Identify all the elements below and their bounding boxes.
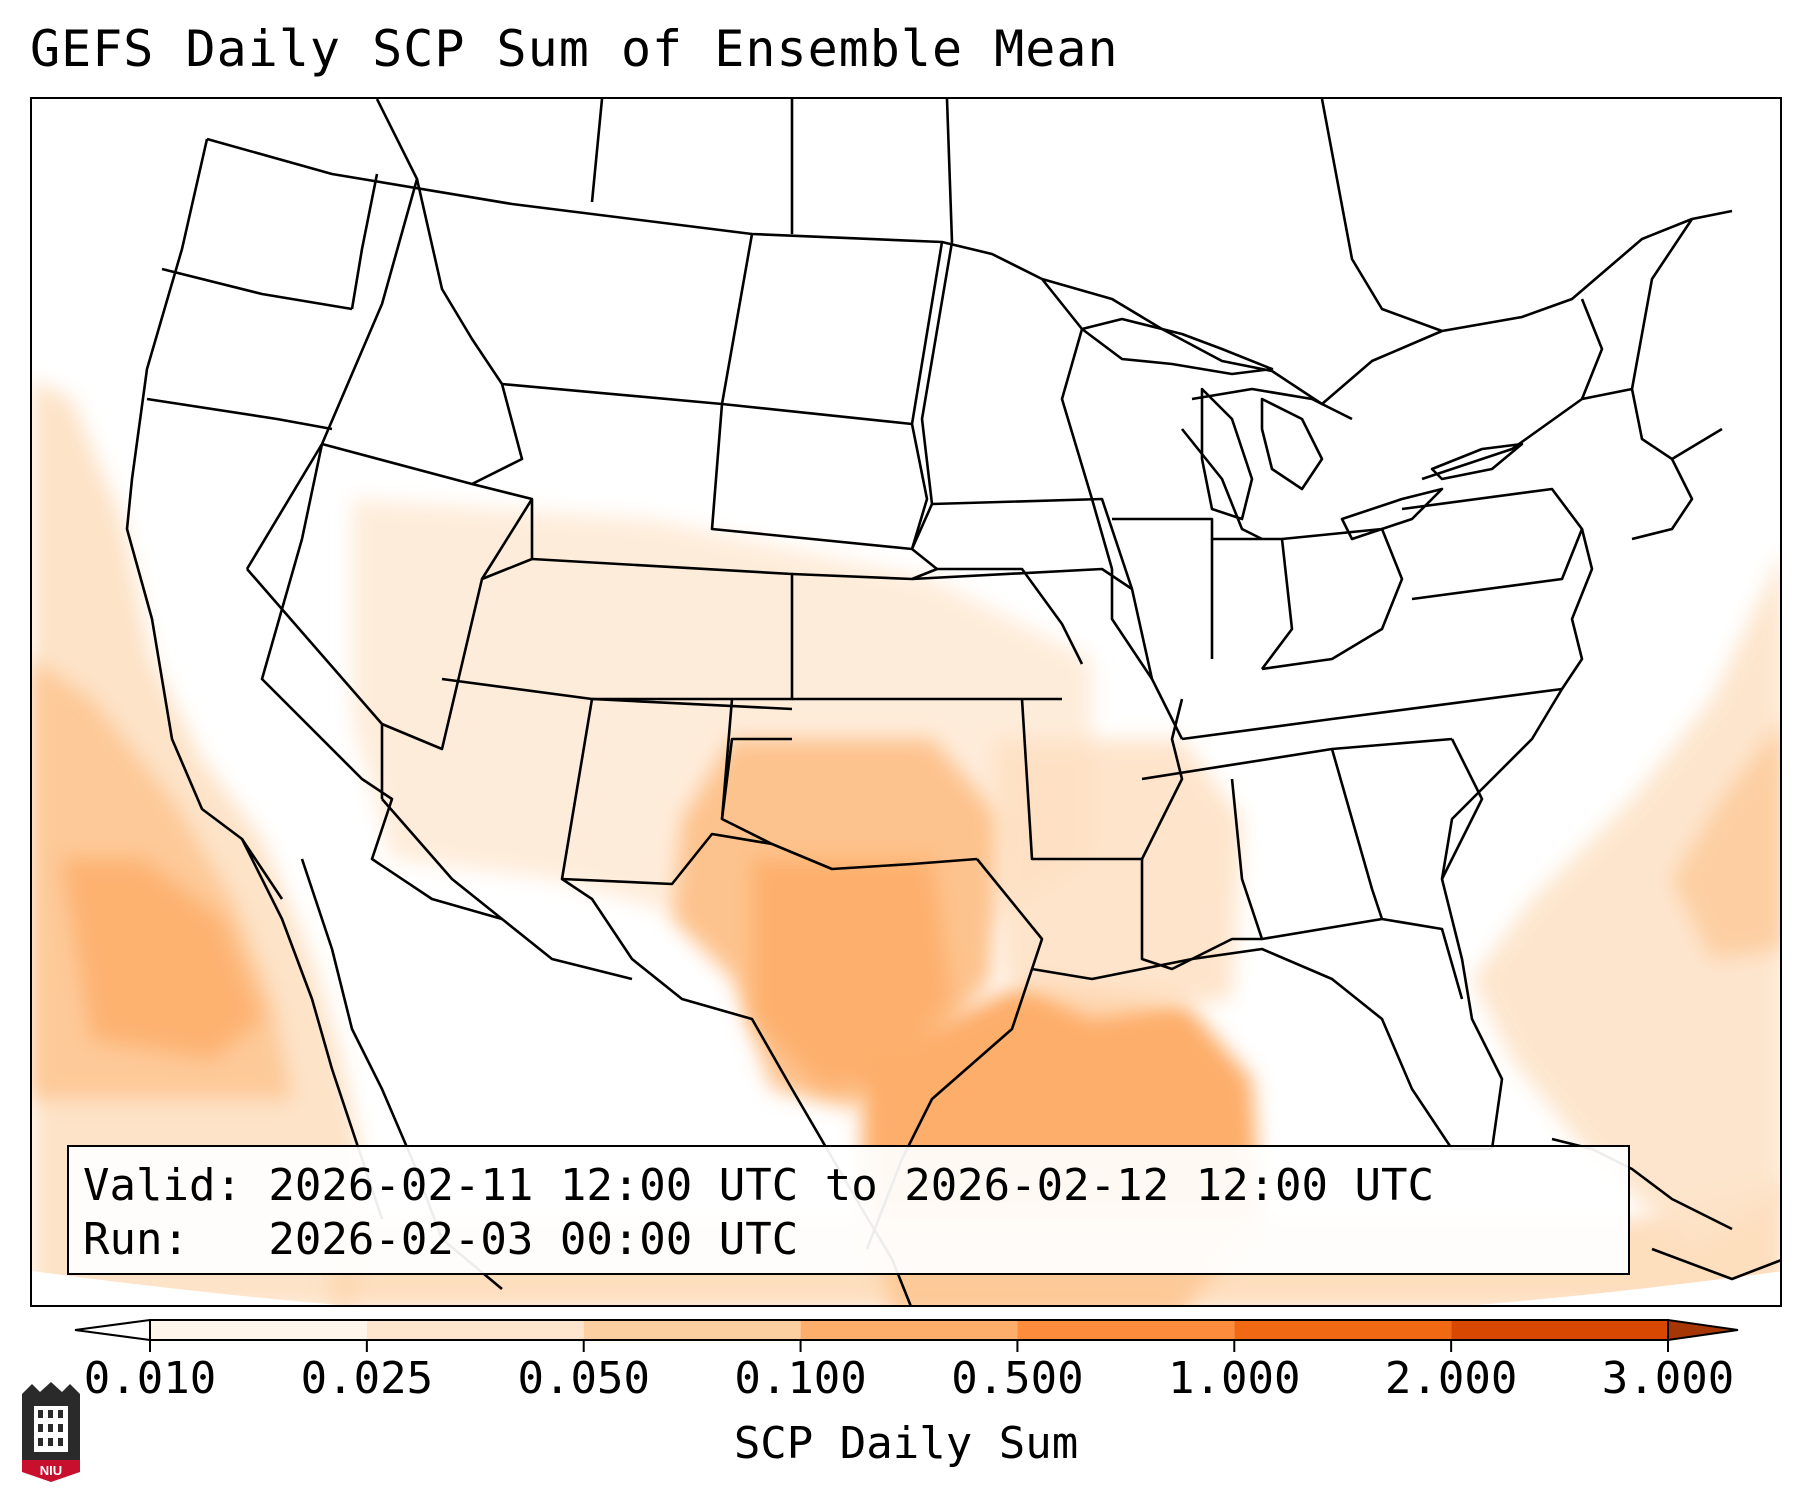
colorbar-tick-label: 0.025 bbox=[300, 1353, 434, 1404]
colorbar-extend-high bbox=[1667, 1318, 1739, 1342]
boundary-lines bbox=[125, 99, 1780, 1305]
colorbar-segment bbox=[1234, 1320, 1452, 1340]
colorbar-segment bbox=[366, 1320, 584, 1340]
map-title: GEFS Daily SCP Sum of Ensemble Mean bbox=[30, 20, 1119, 78]
colorbar-segment bbox=[800, 1320, 1018, 1340]
map-panel bbox=[30, 97, 1782, 1307]
colorbar-tick-label: 0.010 bbox=[83, 1353, 217, 1404]
scp-map bbox=[32, 99, 1780, 1305]
colorbar-extend-low bbox=[74, 1318, 151, 1342]
colorbar-tick-label: 0.050 bbox=[517, 1353, 650, 1404]
university-tower-icon: NIU bbox=[22, 1382, 80, 1482]
colorbar-tick-label: 0.500 bbox=[951, 1353, 1084, 1404]
logo-text: NIU bbox=[40, 1463, 62, 1478]
colorbar-tick-label: 3.000 bbox=[1601, 1353, 1735, 1404]
colorbar-segment bbox=[1017, 1320, 1235, 1340]
colorbar-outline bbox=[149, 1319, 1669, 1341]
colorbar-tick-label: 1.000 bbox=[1168, 1353, 1301, 1404]
colorbar-segment bbox=[1451, 1320, 1668, 1340]
colorbar-segment bbox=[583, 1320, 801, 1340]
valid-run-info-box: Valid: 2026-02-11 12:00 UTC to 2026-02-1… bbox=[67, 1145, 1630, 1275]
colorbar-tick-label: 0.100 bbox=[734, 1353, 867, 1404]
valid-time-line: Valid: 2026-02-11 12:00 UTC to 2026-02-1… bbox=[83, 1160, 1435, 1211]
colorbar-tick-label: 2.000 bbox=[1384, 1353, 1518, 1404]
projection-edge bbox=[32, 1271, 1780, 1305]
colorbar-title: SCP Daily Sum bbox=[733, 1418, 1079, 1469]
colorbar-segment bbox=[150, 1320, 367, 1340]
run-time-line: Run: 2026-02-03 00:00 UTC bbox=[83, 1214, 799, 1265]
colorbar bbox=[74, 1318, 1739, 1352]
